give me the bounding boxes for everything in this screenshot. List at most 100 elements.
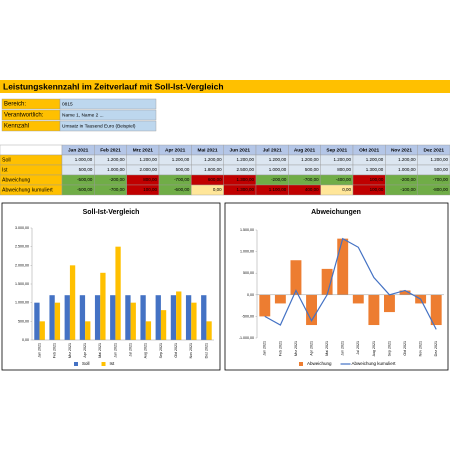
chart-frame xyxy=(224,202,449,371)
x-tick-label: Nov 2021 xyxy=(189,343,193,358)
bar xyxy=(368,294,380,326)
bar xyxy=(85,321,91,340)
legend-swatch xyxy=(101,362,106,366)
column-header: Dez 2021 xyxy=(424,147,445,153)
column-header: Mai 2021 xyxy=(197,147,217,153)
cell-value: -200,00 xyxy=(400,177,416,182)
y-tick-label: 500,00 xyxy=(243,271,254,275)
y-tick-label: 0,00 xyxy=(247,293,254,297)
chart-title: Soll-Ist-Vergleich xyxy=(83,209,140,216)
column-header: Feb 2021 xyxy=(100,147,121,153)
y-tick-label: 1.500,00 xyxy=(240,228,254,232)
line xyxy=(264,237,437,330)
chart-frame xyxy=(1,202,221,371)
cell-value: 0,00 xyxy=(342,187,351,192)
bar xyxy=(399,290,411,295)
column-header: Jun 2021 xyxy=(230,147,251,153)
cell-value: 1.000,00 xyxy=(269,167,287,172)
cell-value: 1.200,00 xyxy=(107,157,125,162)
info-value-cell xyxy=(59,109,157,121)
x-tick-label: Aug 2021 xyxy=(144,343,148,358)
bar xyxy=(155,295,161,340)
legend-swatch xyxy=(299,362,303,366)
bar xyxy=(306,294,317,326)
bar xyxy=(337,238,349,295)
y-tick-label: 1.000,00 xyxy=(15,301,29,305)
cell-value: -600,00 xyxy=(174,187,190,192)
x-tick-label: Jun 2021 xyxy=(113,343,117,358)
info-value: Name 1, Name 2 ... xyxy=(62,112,104,118)
row-label: Abweichung xyxy=(2,177,30,183)
cell-value: 500,00 xyxy=(79,167,93,172)
y-tick-label: -1.000,00 xyxy=(239,336,254,340)
bar xyxy=(201,295,207,340)
cell-value: -700,00 xyxy=(174,177,190,182)
bar xyxy=(64,295,70,340)
cell-value: 1.200,00 xyxy=(269,157,287,162)
bar xyxy=(110,295,116,340)
x-tick-label: Aug 2021 xyxy=(372,341,376,356)
bar xyxy=(352,294,364,304)
y-tick-label: 3.000,00 xyxy=(15,226,29,230)
cell-value: -700,00 xyxy=(303,177,319,182)
cell-value: 100,00 xyxy=(143,187,157,192)
column-header: Aug 2021 xyxy=(294,147,316,153)
cell-value: 1.800,00 xyxy=(204,167,222,172)
x-tick-label: Jul 2021 xyxy=(129,343,133,357)
cell-value: 400,00 xyxy=(305,187,319,192)
x-tick-label: Jul 2021 xyxy=(356,341,360,355)
header-cell xyxy=(0,144,63,156)
x-tick-label: Sep 2021 xyxy=(159,343,163,358)
info-label: Kennzahl xyxy=(4,124,29,130)
cell-value: 500,00 xyxy=(305,167,319,172)
chart-title: Abweichungen xyxy=(311,209,361,216)
cell-value: 2.500,00 xyxy=(236,167,254,172)
y-tick-label: 1.000,00 xyxy=(240,250,254,254)
cell-value: -800,00 xyxy=(433,187,449,192)
y-tick-label: 2.000,00 xyxy=(15,263,29,267)
x-tick-label: Feb 2021 xyxy=(278,341,282,356)
cell-value: 1.100,00 xyxy=(269,187,287,192)
x-tick-label: Mai 2021 xyxy=(98,343,102,358)
bar xyxy=(79,295,86,340)
cell-value: 800,00 xyxy=(143,177,157,182)
bar xyxy=(140,295,146,340)
bar xyxy=(206,321,212,340)
cell-value: -500,00 xyxy=(77,187,93,192)
cell-value: 1.300,00 xyxy=(366,167,384,172)
info-value-cell xyxy=(59,98,157,110)
x-tick-label: Mai 2021 xyxy=(325,341,329,356)
bar xyxy=(176,291,182,340)
bar xyxy=(100,272,106,340)
bar xyxy=(115,246,121,340)
cell-value: -500,00 xyxy=(77,177,93,182)
y-tick-label: 2.500,00 xyxy=(15,245,29,249)
x-tick-label: Apr 2021 xyxy=(309,341,313,356)
cell-value: 1.200,00 xyxy=(139,157,157,162)
info-label: Bereich: xyxy=(4,102,26,108)
bar xyxy=(54,302,61,340)
cell-value: 1.200,00 xyxy=(236,157,254,162)
bar xyxy=(259,294,271,317)
bar xyxy=(94,295,101,340)
row-label-cell xyxy=(0,164,63,176)
bar xyxy=(274,294,286,304)
cell-value: 100,00 xyxy=(370,187,384,192)
bar xyxy=(39,321,45,340)
cell-value: 1.200,00 xyxy=(172,157,190,162)
cell-value: 1.200,00 xyxy=(301,157,319,162)
legend-label: Abweichung xyxy=(307,361,332,366)
y-tick-label: -500,00 xyxy=(242,314,254,318)
bar xyxy=(290,260,302,295)
cell-value: 1.300,00 xyxy=(236,177,254,182)
cell-value: 500,00 xyxy=(434,167,448,172)
bar xyxy=(34,302,40,340)
row-label: Soll xyxy=(2,157,11,163)
y-tick-label: 500,00 xyxy=(18,319,29,323)
bar xyxy=(321,268,333,295)
title-bar xyxy=(0,80,450,93)
cell-value: 1.000,00 xyxy=(107,167,125,172)
cell-value: 1.200,00 xyxy=(204,157,222,162)
cell-value: -400,00 xyxy=(336,177,352,182)
